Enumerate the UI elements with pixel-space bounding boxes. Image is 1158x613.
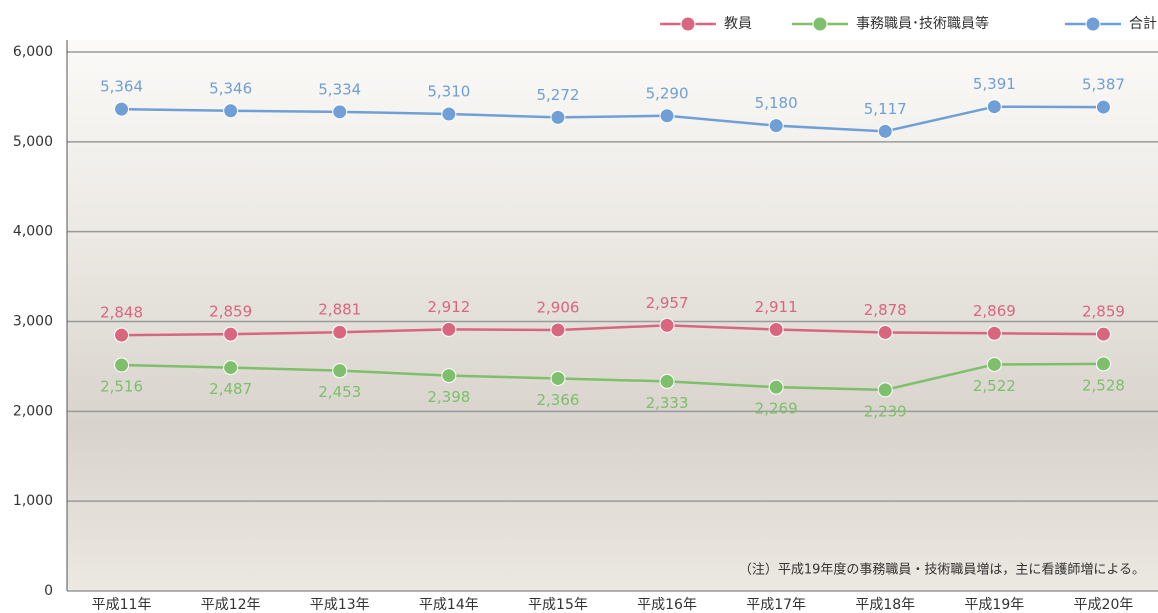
legend-marker [681, 17, 695, 31]
data-point [660, 374, 674, 388]
data-label: 2,881 [318, 301, 361, 319]
data-label: 5,391 [973, 75, 1016, 93]
data-point [442, 322, 456, 336]
data-label: 2,453 [318, 383, 361, 401]
data-label: 2,878 [864, 301, 907, 319]
data-label: 5,346 [209, 79, 252, 97]
data-label: 5,310 [427, 82, 470, 100]
data-label: 5,334 [318, 80, 361, 98]
data-point [115, 358, 129, 372]
y-tick-label: 0 [44, 583, 53, 599]
data-point [442, 369, 456, 383]
data-point [115, 102, 129, 116]
data-label: 5,290 [646, 84, 689, 102]
data-label: 2,239 [864, 402, 907, 420]
x-tick-label: 平成14年 [419, 597, 479, 613]
y-tick-label: 5,000 [13, 134, 53, 150]
data-label: 2,859 [1082, 303, 1125, 321]
data-point [987, 326, 1001, 340]
data-label: 2,869 [973, 302, 1016, 320]
data-label: 5,364 [100, 78, 143, 96]
data-point [769, 380, 783, 394]
data-point [1096, 100, 1110, 114]
data-label: 2,522 [973, 377, 1016, 395]
data-label: 2,487 [209, 380, 252, 398]
data-label: 2,528 [1082, 376, 1125, 394]
data-point [769, 119, 783, 133]
data-point [769, 322, 783, 336]
data-label: 2,912 [427, 298, 470, 316]
data-point [333, 364, 347, 378]
y-tick-label: 1,000 [13, 493, 53, 509]
data-label: 2,516 [100, 377, 143, 395]
data-label: 2,906 [536, 298, 579, 316]
data-point [987, 100, 1001, 114]
x-tick-label: 平成20年 [1074, 597, 1134, 613]
x-tick-label: 平成15年 [528, 597, 588, 613]
data-label: 5,387 [1082, 76, 1125, 94]
legend-marker [813, 17, 827, 31]
y-tick-label: 2,000 [13, 403, 53, 419]
data-point [333, 105, 347, 119]
y-tick-label: 4,000 [13, 224, 53, 240]
y-tick-label: 6,000 [13, 44, 53, 60]
x-tick-label: 平成12年 [201, 597, 261, 613]
x-tick-label: 平成13年 [310, 597, 370, 613]
data-point [115, 328, 129, 342]
data-point [878, 124, 892, 138]
note: （注）平成19年度の事務職員・技術職員増は，主に看護師増による。 [739, 562, 1145, 578]
data-label: 2,957 [646, 294, 689, 312]
data-label: 2,269 [755, 400, 798, 418]
data-point [551, 323, 565, 337]
x-tick-label: 平成19年 [964, 597, 1024, 613]
legend-marker [1086, 17, 1100, 31]
data-label: 2,366 [536, 391, 579, 409]
data-point [224, 327, 238, 341]
data-label: 5,272 [536, 86, 579, 104]
data-label: 2,398 [427, 388, 470, 406]
data-point [878, 383, 892, 397]
data-point [878, 325, 892, 339]
data-label: 2,859 [209, 303, 252, 321]
x-tick-label: 平成11年 [92, 597, 152, 613]
data-point [551, 371, 565, 385]
data-point [224, 361, 238, 375]
data-point [660, 109, 674, 123]
data-label: 2,848 [100, 304, 143, 322]
data-point [224, 104, 238, 118]
data-point [660, 318, 674, 332]
x-tick-label: 平成18年 [855, 597, 915, 613]
data-label: 5,180 [755, 94, 798, 112]
x-tick-label: 平成16年 [637, 597, 697, 613]
y-tick-label: 3,000 [13, 314, 53, 330]
data-point [551, 110, 565, 124]
data-label: 5,117 [864, 100, 907, 118]
chart: （注）平成19年度の事務職員・技術職員増は，主に看護師増による。 0 1,000 2… [0, 0, 1158, 613]
legend-label: 教員 [724, 16, 752, 32]
data-point [333, 325, 347, 339]
data-point [1096, 357, 1110, 371]
data-point [442, 107, 456, 121]
legend-label: 事務職員･技術職員等 [856, 15, 989, 32]
x-tick-label: 平成17年 [746, 597, 806, 613]
data-label: 2,911 [755, 298, 798, 316]
data-point [1096, 327, 1110, 341]
data-label: 2,333 [646, 394, 689, 412]
legend-label: 合計 [1129, 16, 1157, 32]
data-point [987, 357, 1001, 371]
